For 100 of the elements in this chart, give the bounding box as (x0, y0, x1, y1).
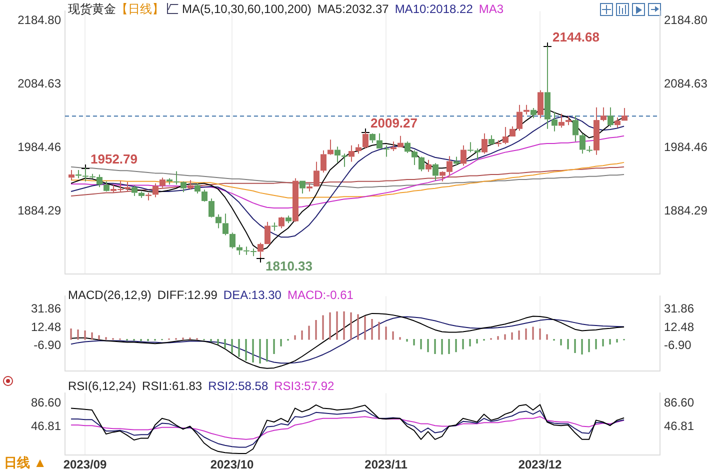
candlestick (160, 177, 166, 188)
candlestick (418, 157, 424, 172)
candlestick (460, 144, 466, 166)
annotation: 2144.68 (552, 30, 600, 45)
candlestick (320, 150, 326, 174)
annotation: MA5:2032.37 (317, 2, 389, 16)
annotation: MA3 (478, 2, 504, 16)
y2-tick-label: 31.86 (664, 301, 694, 316)
annotation: RSI2:58.58 (208, 379, 268, 393)
candlestick (146, 192, 152, 201)
candlestick (384, 144, 390, 158)
candlestick (356, 144, 362, 154)
annotation: 1952.79 (90, 152, 138, 167)
y2-tick-label: 2084.63 (664, 76, 708, 91)
x-tick-label: 2023/12 (518, 458, 562, 472)
candlestick (530, 108, 536, 119)
candlestick (376, 132, 382, 149)
y-tick-label: -6.90 (34, 338, 62, 352)
candlestick (412, 150, 418, 166)
candlestick (286, 215, 292, 224)
candlestick (488, 134, 494, 144)
candlestick (300, 180, 306, 194)
y2-tick-label: 86.60 (664, 395, 694, 410)
candlestick (194, 182, 200, 194)
y-tick-label: 31.86 (30, 301, 62, 316)
chart-title: RSI(6,12,24) (68, 379, 136, 393)
annotation: MACD:-0.61 (287, 288, 354, 302)
y-tick-label: 2184.80 (18, 13, 62, 28)
chart-subtitle: 【日线】 (116, 2, 164, 16)
candlestick (138, 191, 144, 198)
candlestick (398, 135, 404, 148)
annotation: MA10:2018.22 (394, 2, 473, 16)
candlestick (334, 146, 340, 163)
x-axis-title: 日线 ▲ (4, 454, 46, 472)
candlestick (314, 161, 320, 186)
candlestick (208, 198, 214, 217)
candlestick (482, 132, 488, 154)
candlestick (586, 145, 592, 153)
candlestick (236, 244, 242, 256)
candlestick (390, 141, 396, 152)
candlestick (328, 139, 334, 154)
candlestick (264, 221, 270, 244)
annotation: 1810.33 (266, 258, 312, 274)
candlestick (572, 115, 578, 142)
candlestick (432, 162, 438, 182)
candlestick (614, 117, 620, 128)
candlestick (538, 90, 544, 119)
candlestick (216, 214, 222, 229)
candlestick (502, 126, 508, 145)
x-tick-label: 2023/09 (63, 458, 108, 472)
candlestick (552, 111, 558, 132)
annotation: RSI3:57.92 (274, 379, 334, 393)
y-tick-label: 46.81 (30, 419, 62, 434)
y2-tick-label: -6.90 (664, 338, 692, 352)
candlestick (188, 180, 194, 190)
candlestick (446, 156, 452, 176)
candlestick (510, 126, 516, 136)
candlestick (426, 159, 432, 172)
candlestick (348, 144, 354, 162)
x-tick-label: 2023/11 (364, 458, 408, 472)
chart-title: MACD(26,12,9) (68, 288, 152, 302)
candlestick (292, 178, 298, 222)
annotation: MA(5,10,30,60,100,200) (182, 2, 312, 16)
annotation: DIFF:12.99 (157, 288, 218, 302)
y2-tick-label: 2184.80 (664, 13, 708, 28)
candlestick (124, 182, 130, 192)
candlestick (68, 170, 74, 181)
y2-tick-label: 1884.29 (664, 203, 708, 218)
y-tick-label: 2084.63 (18, 76, 62, 91)
candlestick (600, 106, 606, 122)
candlestick (404, 141, 410, 154)
candlestick (272, 222, 278, 232)
candlestick (566, 116, 572, 126)
candlestick (594, 106, 600, 156)
y2-tick-label: 46.81 (664, 419, 694, 434)
candlestick (202, 189, 208, 202)
candlestick (558, 113, 564, 128)
candlestick (230, 232, 236, 249)
y-tick-label: 86.60 (30, 395, 62, 410)
y2-tick-label: 1984.46 (664, 140, 708, 154)
y-tick-label: 1884.29 (18, 203, 62, 218)
chart-title: 现货黄金 (68, 2, 116, 16)
x-tick-label: 2023/10 (210, 458, 254, 472)
y-tick-label: 1984.46 (18, 140, 62, 154)
candlestick (516, 104, 522, 132)
candlestick (222, 213, 228, 236)
y2-tick-label: 12.48 (664, 320, 694, 334)
y-tick-label: 12.48 (30, 320, 62, 334)
candlestick (608, 106, 614, 128)
candlestick (152, 182, 158, 198)
annotation: RSI1:61.83 (142, 379, 202, 393)
candlestick (524, 104, 530, 115)
candlestick (454, 156, 460, 166)
candlestick (622, 108, 628, 121)
annotation: DEA:13.30 (223, 288, 282, 302)
annotation: 2009.27 (370, 116, 418, 131)
candlestick (370, 134, 376, 144)
candlestick (132, 184, 138, 196)
candlestick (306, 182, 312, 192)
candlestick (440, 172, 446, 182)
